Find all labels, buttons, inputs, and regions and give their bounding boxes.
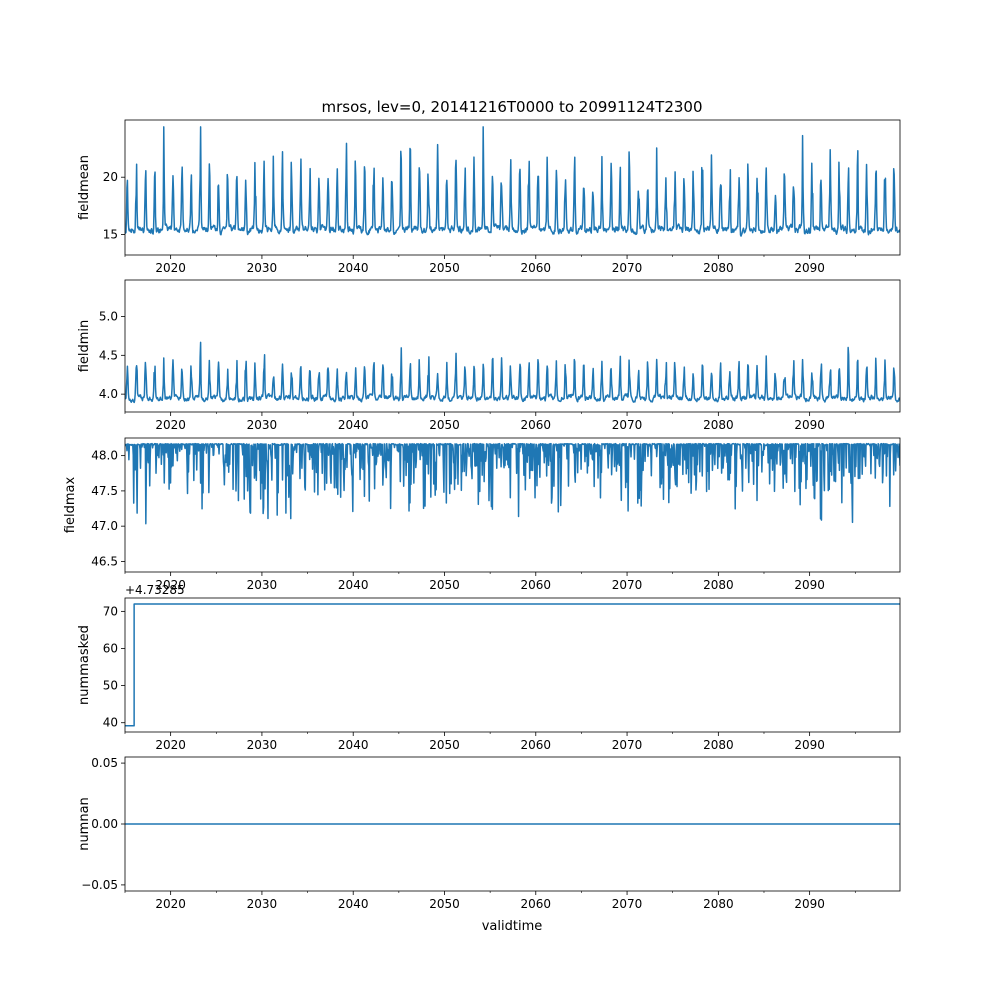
x-tick-label: 2080	[703, 261, 734, 275]
y-tick-label: 20	[103, 170, 118, 184]
y-tick-label: 47.0	[91, 519, 118, 533]
x-tick-label: 2070	[612, 261, 643, 275]
x-tick-label: 2040	[338, 261, 369, 275]
axes-frame	[124, 437, 901, 573]
y-tick-label: 4.5	[99, 348, 118, 362]
x-tick-label: 2040	[338, 418, 369, 432]
x-axis-label: validtime	[482, 919, 543, 934]
y-tick-label: 47.5	[91, 484, 118, 498]
y-axis-label: fieldmean	[77, 155, 92, 220]
axes-frame	[124, 119, 901, 256]
x-tick-label: 2040	[338, 578, 369, 592]
x-tick-label: 2060	[521, 261, 552, 275]
y-tick-label: 70	[103, 604, 118, 618]
x-tick-label: 2050	[429, 738, 460, 752]
nummasked-panel: 2020 2030 2040 2050 2060 2070 2080 2090 40 50 60 70…	[77, 583, 901, 752]
x-tick-label: 2090	[794, 897, 825, 911]
x-tick-label: 2060	[521, 418, 552, 432]
x-tick-label: 2030	[247, 738, 278, 752]
x-tick-label: 2090	[794, 738, 825, 752]
axes-frame	[124, 279, 901, 413]
y-tick-label: −0.05	[81, 878, 118, 892]
x-tick-label: 2050	[429, 578, 460, 592]
figure-title: mrsos, lev=0, 20141216T0000 to 20991124T…	[321, 98, 702, 116]
y-tick-label: 5.0	[99, 309, 118, 323]
x-tick-label: 2050	[429, 897, 460, 911]
fieldmax-panel: 2020 2030 2040 2050 2060 2070 2080 2090 46.5 47.0…	[63, 437, 901, 592]
x-tick-label: 2060	[521, 738, 552, 752]
x-tick-label: 2020	[155, 738, 186, 752]
y-tick-label: 15	[103, 227, 118, 241]
x-tick-label: 2060	[521, 897, 552, 911]
y-tick-label: 50	[103, 679, 118, 693]
y-tick-label: 0.05	[91, 756, 118, 770]
y-axis-label: fieldmax	[63, 477, 78, 534]
x-tick-label: 2030	[247, 418, 278, 432]
series-line-fieldmin	[125, 341, 900, 404]
series-line-nummasked	[125, 603, 900, 727]
x-tick-label: 2090	[794, 578, 825, 592]
y-tick-label: 48.0	[91, 449, 118, 463]
x-tick-label: 2030	[247, 261, 278, 275]
y-tick-label: 60	[103, 641, 118, 655]
x-tick-label: 2020	[155, 261, 186, 275]
x-tick-label: 2020	[155, 418, 186, 432]
y-axis-label: numnan	[77, 797, 92, 851]
y-tick-label: 46.5	[91, 554, 118, 568]
series-line-fieldmean	[125, 126, 900, 237]
x-tick-label: 2080	[703, 418, 734, 432]
x-tick-label: 2040	[338, 897, 369, 911]
fieldmin-panel: 2020 2030 2040 2050 2060 2070 2080 2090 4.0 4.5 5.…	[77, 279, 901, 432]
x-tick-label: 2080	[703, 897, 734, 911]
x-tick-label: 2020	[155, 897, 186, 911]
x-tick-label: 2080	[703, 738, 734, 752]
x-tick-label: 2090	[794, 261, 825, 275]
x-tick-label: 2020	[155, 578, 186, 592]
numnan-panel: 2020 2030 2040 2050 2060 2070 2080 2090 −0.05 0.0…	[77, 756, 901, 911]
fieldmean-panel: 2020 2030 2040 2050 2060 2070 2080 2090 15 20 fiel…	[77, 119, 901, 275]
axis-offset-text: +4.73285	[125, 583, 185, 597]
y-tick-label: 4.0	[99, 387, 118, 401]
x-tick-label: 2050	[429, 261, 460, 275]
y-axis-label: fieldmin	[77, 320, 92, 373]
y-axis-label: nummasked	[77, 625, 92, 705]
x-tick-label: 2070	[612, 578, 643, 592]
x-tick-label: 2070	[612, 418, 643, 432]
x-tick-label: 2090	[794, 418, 825, 432]
x-tick-label: 2030	[247, 897, 278, 911]
x-tick-label: 2050	[429, 418, 460, 432]
x-tick-label: 2060	[521, 578, 552, 592]
x-tick-label: 2080	[703, 578, 734, 592]
y-tick-label: 0.00	[91, 817, 118, 831]
x-tick-label: 2040	[338, 738, 369, 752]
series-line-fieldmax	[125, 442, 900, 525]
y-tick-label: 40	[103, 716, 118, 730]
axes-frame	[124, 597, 901, 733]
x-tick-label: 2070	[612, 897, 643, 911]
x-tick-label: 2030	[247, 578, 278, 592]
x-tick-label: 2070	[612, 738, 643, 752]
